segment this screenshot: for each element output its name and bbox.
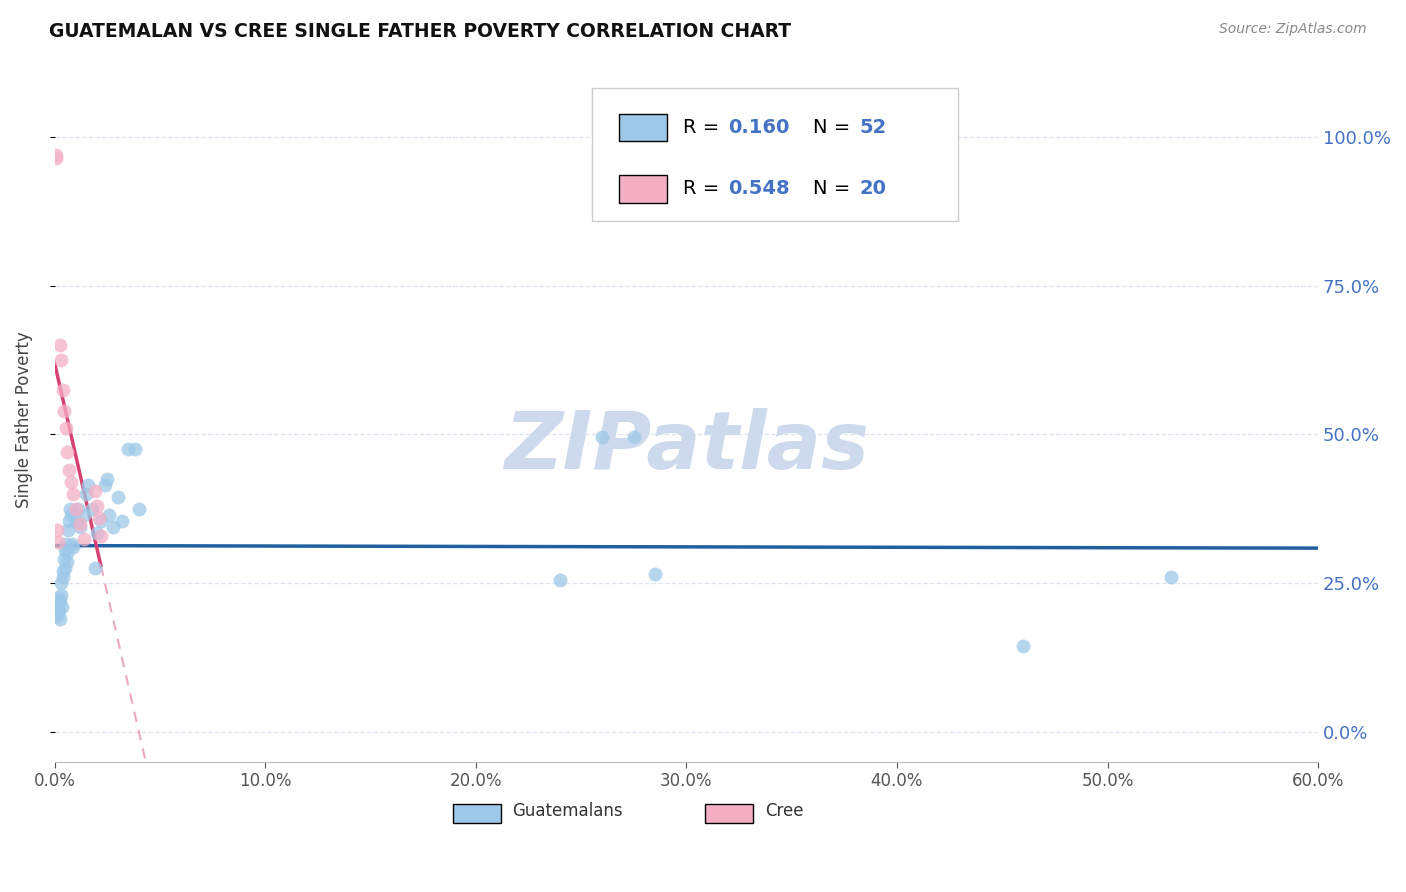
Point [62, 537, 84, 551]
Text: 0.548: 0.548 [728, 179, 790, 198]
Point [45, 151, 67, 165]
Point [75, 487, 97, 501]
Point [83, 483, 105, 498]
Point [111, 514, 134, 528]
Point [86, 525, 108, 540]
Point [59, 501, 82, 516]
Text: GUATEMALAN VS CREE SINGLE FATHER POVERTY CORRELATION CHART: GUATEMALAN VS CREE SINGLE FATHER POVERTY… [49, 22, 792, 41]
Point [58, 463, 80, 477]
Point [55, 546, 77, 560]
Text: 20: 20 [859, 179, 886, 198]
Point [53, 543, 76, 558]
Text: N =: N = [813, 179, 856, 198]
Point [51, 383, 73, 397]
Point [48, 591, 70, 605]
Point [49, 353, 72, 368]
Point [46, 523, 69, 537]
FancyBboxPatch shape [620, 113, 668, 141]
Point [65, 501, 87, 516]
Point [53, 561, 76, 575]
Point [73, 508, 96, 522]
Point [53, 552, 76, 566]
Point [49, 338, 72, 352]
Point [53, 403, 76, 417]
Y-axis label: Single Father Poverty: Single Father Poverty [15, 331, 32, 508]
Point [644, 567, 666, 582]
FancyBboxPatch shape [592, 87, 957, 221]
Point [55, 421, 77, 435]
Point [124, 442, 146, 457]
Point [45, 608, 67, 623]
Point [51, 588, 73, 602]
FancyBboxPatch shape [453, 804, 501, 823]
Point [591, 430, 613, 444]
Point [1160, 570, 1182, 584]
Point [51, 599, 73, 614]
Point [46, 534, 69, 549]
Point [60, 508, 83, 522]
Point [73, 532, 96, 546]
Point [65, 514, 87, 528]
Point [51, 564, 73, 578]
Text: 52: 52 [859, 118, 887, 136]
Point [128, 501, 150, 516]
Point [45, 148, 67, 162]
Point [58, 523, 80, 537]
Point [77, 478, 100, 492]
Point [117, 442, 139, 457]
Text: Cree: Cree [765, 802, 803, 820]
Point [90, 528, 112, 542]
Point [49, 576, 72, 591]
Point [56, 445, 79, 459]
Point [87, 510, 110, 524]
Point [94, 478, 117, 492]
Point [46, 599, 69, 614]
Point [1012, 639, 1035, 653]
Point [90, 514, 112, 528]
Text: N =: N = [813, 118, 856, 136]
Point [45, 606, 67, 620]
Point [548, 573, 571, 587]
Point [86, 499, 108, 513]
Point [55, 537, 77, 551]
Point [69, 516, 91, 531]
Point [83, 561, 105, 575]
Text: ZIPatlas: ZIPatlas [503, 408, 869, 486]
Point [96, 472, 118, 486]
Point [66, 501, 89, 516]
Point [103, 519, 125, 533]
Point [46, 606, 69, 620]
Text: R =: R = [682, 179, 725, 198]
FancyBboxPatch shape [620, 176, 668, 202]
Point [62, 487, 84, 501]
Point [52, 570, 75, 584]
Point [46, 597, 69, 611]
Point [56, 555, 79, 569]
Point [48, 603, 70, 617]
FancyBboxPatch shape [706, 804, 754, 823]
Point [45, 594, 67, 608]
Text: 0.160: 0.160 [728, 118, 789, 136]
Point [58, 514, 80, 528]
Point [49, 612, 72, 626]
Text: Guatemalans: Guatemalans [512, 802, 623, 820]
Point [98, 508, 121, 522]
Text: Source: ZipAtlas.com: Source: ZipAtlas.com [1219, 22, 1367, 37]
Point [82, 501, 104, 516]
Point [107, 490, 129, 504]
Point [69, 519, 91, 533]
Point [49, 594, 72, 608]
Point [60, 475, 83, 489]
Point [623, 430, 645, 444]
Text: R =: R = [682, 118, 725, 136]
Point [62, 541, 84, 555]
